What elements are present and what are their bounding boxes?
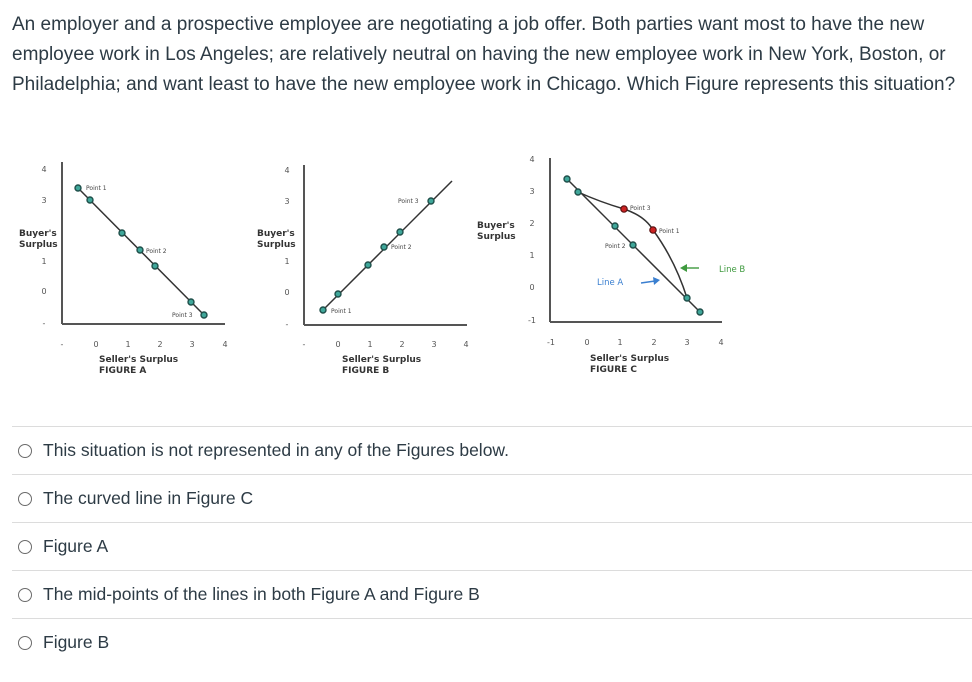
- point-label: Point 2: [391, 244, 412, 251]
- figure-caption: FIGURE B: [342, 366, 389, 376]
- xtick: 2: [399, 340, 404, 349]
- radio-button[interactable]: [18, 443, 32, 458]
- arrow-right-icon: [640, 277, 660, 285]
- ytick: 1: [284, 257, 289, 266]
- point-label: Point 3: [172, 312, 193, 319]
- figure-caption: FIGURE A: [99, 366, 146, 376]
- xtick: 4: [222, 340, 227, 349]
- xtick: 3: [189, 340, 194, 349]
- y-axis-label: Surplus: [19, 240, 58, 250]
- figure-c: 4 3 2 1 0 -1 Buyer's Surplus -1 0 1 2 3 …: [477, 155, 745, 375]
- radio-button[interactable]: [18, 491, 32, 506]
- ytick: 3: [41, 196, 46, 205]
- ytick: 4: [284, 166, 289, 175]
- ytick: 1: [529, 251, 534, 260]
- answer-options: This situation is not represented in any…: [12, 426, 972, 666]
- y-axis-label: Surplus: [257, 240, 296, 250]
- point-label: Point 2: [146, 248, 167, 255]
- x-axis-label: Seller's Surplus: [342, 355, 421, 365]
- ytick: 3: [529, 187, 534, 196]
- question-text: An employer and a prospective employee a…: [12, 14, 956, 95]
- point-label: Point 1: [659, 228, 680, 235]
- option-figure-b[interactable]: Figure B: [12, 618, 972, 666]
- xtick: 0: [335, 340, 340, 349]
- ytick: 4: [529, 155, 534, 164]
- xtick: 1: [367, 340, 372, 349]
- xtick: 2: [157, 340, 162, 349]
- xtick: 3: [431, 340, 436, 349]
- arrow-left-icon: [680, 264, 699, 272]
- ytick: 0: [41, 287, 46, 296]
- figure-caption: FIGURE C: [590, 365, 637, 375]
- y-axis-label: Buyer's: [19, 229, 57, 239]
- option-label: Figure A: [43, 536, 109, 556]
- figure-a: 4 3 1 0 - Buyer's Surplus - 0 1 2 3 4 Se…: [19, 162, 228, 376]
- option-label: The curved line in Figure C: [43, 488, 254, 508]
- point-label: Point 2: [605, 243, 626, 250]
- xtick: 0: [584, 338, 589, 347]
- xtick: -1: [547, 338, 555, 347]
- point-label: Point 3: [398, 198, 419, 205]
- ytick: 4: [41, 165, 46, 174]
- xtick: 1: [617, 338, 622, 347]
- ytick: 1: [41, 257, 46, 266]
- ytick: 2: [529, 219, 534, 228]
- xtick: -: [303, 340, 306, 349]
- figure-b: 4 3 1 0 - Buyer's Surplus - 0 1 2 3 4 Se…: [257, 165, 469, 376]
- xtick: 4: [463, 340, 468, 349]
- y-axis-label: Surplus: [477, 232, 516, 242]
- ytick: 3: [284, 197, 289, 206]
- y-axis-label: Buyer's: [477, 221, 515, 231]
- point-label: Point 1: [86, 185, 107, 192]
- point-label: Point 1: [331, 308, 352, 315]
- xtick: 0: [93, 340, 98, 349]
- xtick: -: [61, 340, 64, 349]
- figures-image: 4 3 1 0 - Buyer's Surplus - 0 1 2 3 4 Se…: [0, 140, 972, 400]
- x-axis-label: Seller's Surplus: [590, 354, 669, 364]
- option-figure-a[interactable]: Figure A: [12, 522, 972, 570]
- xtick: 4: [718, 338, 723, 347]
- option-label: This situation is not represented in any…: [43, 440, 509, 460]
- ytick: -: [43, 319, 46, 328]
- option-label: The mid-points of the lines in both Figu…: [43, 584, 480, 604]
- line-a-label: Line A: [597, 278, 623, 288]
- line-b-label: Line B: [719, 265, 745, 275]
- ytick: -: [286, 320, 289, 329]
- option-midpoints-a-b[interactable]: The mid-points of the lines in both Figu…: [12, 570, 972, 618]
- xtick: 3: [684, 338, 689, 347]
- x-axis-label: Seller's Surplus: [99, 355, 178, 365]
- point-label: Point 3: [630, 205, 651, 212]
- y-axis-label: Buyer's: [257, 229, 295, 239]
- ytick: 0: [284, 288, 289, 297]
- ytick: 0: [529, 283, 534, 292]
- radio-button[interactable]: [18, 587, 32, 602]
- option-curved-line-figure-c[interactable]: The curved line in Figure C: [12, 474, 972, 522]
- xtick: 2: [651, 338, 656, 347]
- option-not-represented[interactable]: This situation is not represented in any…: [12, 426, 972, 474]
- ytick: -1: [528, 316, 536, 325]
- radio-button[interactable]: [18, 539, 32, 554]
- xtick: 1: [125, 340, 130, 349]
- radio-button[interactable]: [18, 635, 32, 650]
- option-label: Figure B: [43, 632, 110, 652]
